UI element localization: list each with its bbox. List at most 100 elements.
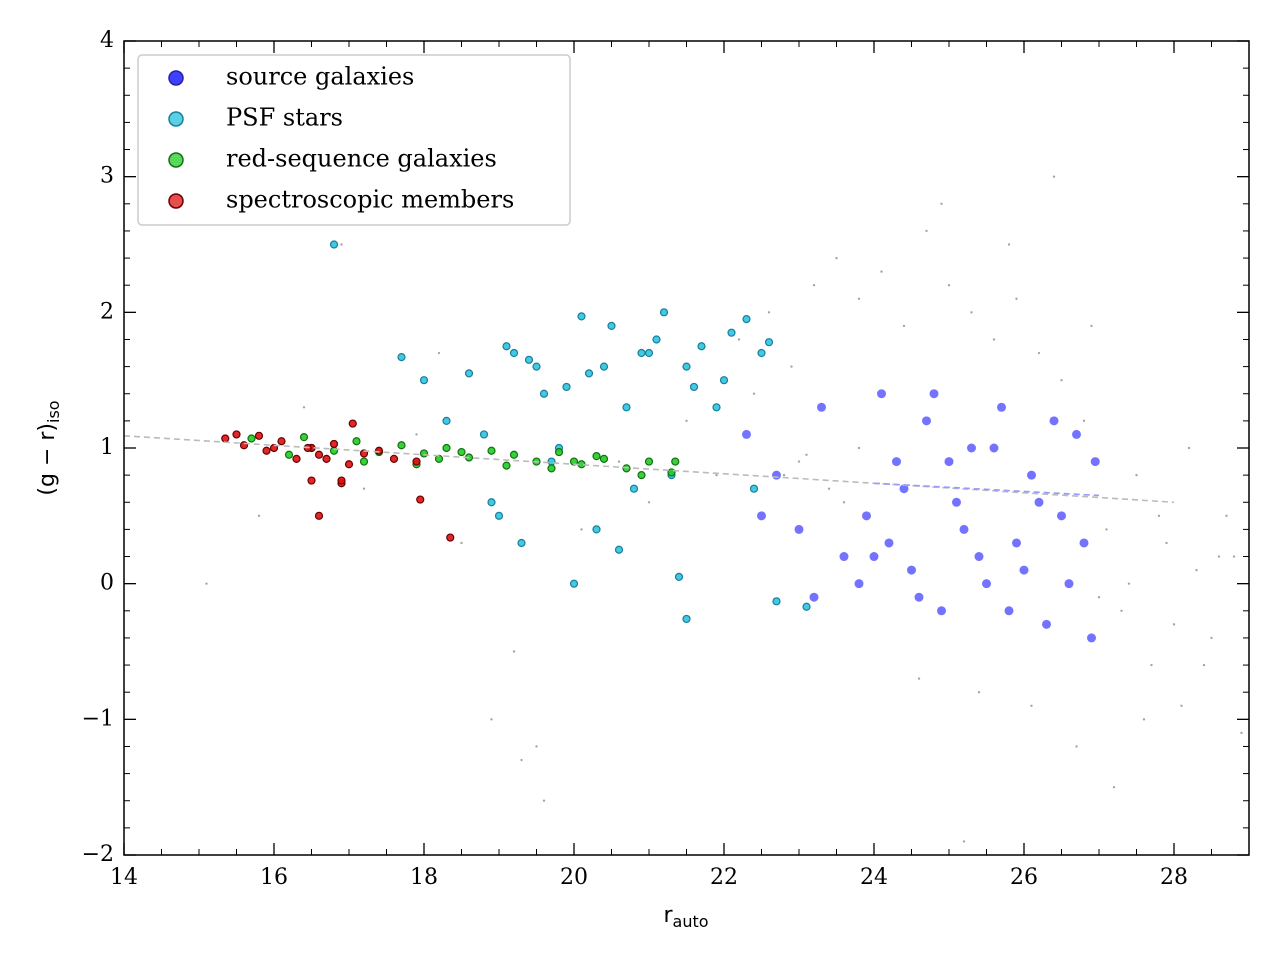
data-point [742,315,751,324]
data-point [520,758,523,762]
data-point [599,362,609,371]
y-label-sub: iso [44,400,63,423]
data-point [817,402,826,412]
data-point [992,338,996,341]
data-point [322,454,331,463]
data-point [1120,609,1123,612]
data-point [1202,663,1206,667]
data-point [757,511,766,521]
data-point [284,450,294,459]
x-tick-label: 26 [1010,865,1038,890]
data-point [842,501,846,504]
data-point [764,338,774,347]
data-point [1105,528,1108,531]
data-point [1060,378,1063,382]
data-point [1042,619,1051,629]
data-point [1030,704,1033,707]
data-point [892,457,901,467]
data-point [835,256,838,260]
data-point [644,457,654,466]
data-point [802,602,811,611]
data-point [415,433,418,436]
data-point [697,342,706,351]
data-point [1049,416,1059,426]
data-point [221,434,230,443]
data-point [1007,243,1011,246]
x-label-sub: auto [673,912,709,931]
data-point [682,614,691,624]
data-point [535,745,538,748]
data-point [348,419,357,428]
data-point [767,311,771,314]
data-point [299,433,309,442]
legend-box [137,54,571,226]
legend-label: red-sequence galaxies [226,145,497,173]
data-point [982,579,991,589]
data-point [1079,538,1089,548]
legend-marker [168,193,184,209]
data-point [1225,514,1228,518]
data-point [617,460,621,463]
data-point [1232,555,1236,558]
y-tick-label: 1 [100,435,114,460]
legend-label: PSF stars [226,104,343,132]
data-point [419,376,429,385]
data-point [997,402,1006,412]
x-tick-label: 24 [860,865,888,890]
x-tick-label: 18 [410,865,438,890]
data-point [682,362,691,371]
data-point [797,460,801,463]
data-point [614,545,624,554]
data-point [1112,785,1116,789]
data-point [947,284,951,287]
data-point [599,454,609,463]
data-point [542,799,546,802]
data-point [925,229,928,233]
data-point [539,389,549,398]
y-tick-label: −1 [82,706,114,731]
data-point [1082,419,1086,423]
data-point [772,470,781,480]
data-point [344,460,354,469]
x-tick-label: 20 [560,865,588,890]
data-point [914,592,924,602]
data-point [457,447,466,457]
data-point [827,487,831,490]
data-point [857,297,861,300]
data-point [1240,731,1243,735]
data-point [352,437,361,446]
y-tick-label: 3 [100,164,114,189]
data-point [517,538,526,548]
data-point [419,449,429,458]
data-point [839,552,849,562]
data-point [1012,538,1021,548]
data-point [580,528,583,531]
data-point [584,369,594,378]
data-point [487,446,496,455]
data-point [1172,623,1176,626]
data-point [314,450,324,459]
data-point [1210,636,1213,640]
data-point [502,342,511,351]
data-point [314,511,324,520]
data-point [1165,541,1168,545]
data-point [854,579,864,589]
data-point [1072,429,1081,439]
data-point [1075,745,1078,748]
data-point [959,524,969,534]
x-tick-label: 16 [260,865,288,890]
x-tick-label: 22 [710,865,738,890]
data-point [644,348,654,358]
data-point [329,446,339,455]
legend-label: spectroscopic members [226,186,514,214]
data-point [464,369,474,378]
data-point [727,328,736,337]
x-tick-label: 14 [110,865,138,890]
x-axis-label: rauto [663,903,708,931]
data-point [340,243,343,246]
data-point [937,606,946,616]
data-point [880,270,883,273]
data-point [674,572,684,581]
data-point [329,240,339,249]
